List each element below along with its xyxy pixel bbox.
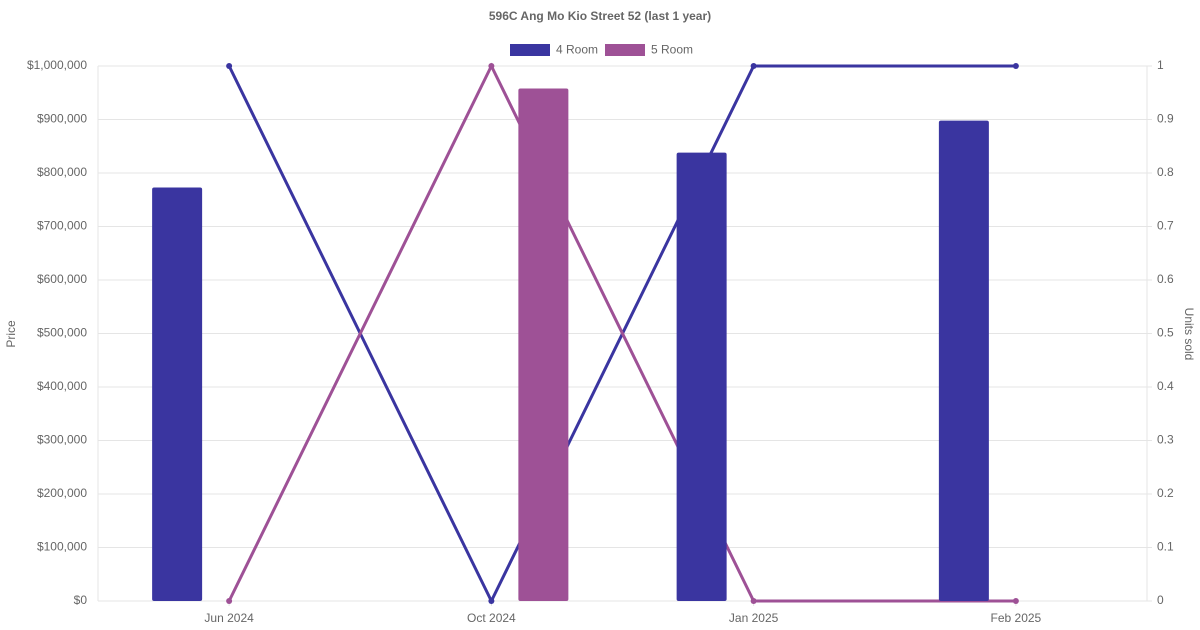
line-point <box>226 598 233 604</box>
x-tick-label: Oct 2024 <box>467 611 516 625</box>
line-point <box>1012 63 1019 69</box>
y2-tick-label: 0.6 <box>1157 272 1174 286</box>
line-point <box>226 63 233 69</box>
chart-title: 596C Ang Mo Kio Street 52 (last 1 year) <box>489 9 711 23</box>
y2-tick-label: 0.3 <box>1157 433 1174 447</box>
y-tick-label: $1,000,000 <box>27 58 87 72</box>
legend-swatch <box>510 44 550 56</box>
y2-tick-label: 0.4 <box>1157 379 1174 393</box>
y2-tick-label: 0.7 <box>1157 219 1174 233</box>
bar <box>152 187 203 601</box>
y2-tick-label: 0.2 <box>1157 486 1174 500</box>
y-tick-label: $700,000 <box>37 219 87 233</box>
legend-label: 5 Room <box>651 43 693 57</box>
y-tick-label: $900,000 <box>37 112 87 126</box>
legend-label: 4 Room <box>556 43 598 57</box>
line-point <box>750 63 757 69</box>
line-point <box>488 63 495 69</box>
y2-tick-label: 0.1 <box>1157 540 1174 554</box>
x-tick-label: Jan 2025 <box>729 611 779 625</box>
y-axis-title: Price <box>4 320 18 348</box>
y-tick-label: $200,000 <box>37 486 87 500</box>
bar <box>676 152 727 602</box>
y-tick-label: $0 <box>74 593 88 607</box>
y-tick-label: $300,000 <box>37 433 87 447</box>
line-point <box>750 598 757 604</box>
line-point <box>1012 598 1019 604</box>
y2-tick-label: 0.8 <box>1157 165 1174 179</box>
y-tick-label: $100,000 <box>37 540 87 554</box>
y2-tick-label: 0 <box>1157 593 1164 607</box>
y2-tick-label: 0.9 <box>1157 112 1174 126</box>
x-tick-label: Feb 2025 <box>991 611 1042 625</box>
y-tick-label: $500,000 <box>37 326 87 340</box>
x-tick-label: Jun 2024 <box>204 611 254 625</box>
bar <box>938 120 989 601</box>
bar <box>518 88 569 602</box>
y2-axis-title: Units sold <box>1182 308 1196 361</box>
y-tick-label: $600,000 <box>37 272 87 286</box>
line <box>227 62 1016 603</box>
y-tick-label: $400,000 <box>37 379 87 393</box>
line-point <box>488 598 495 604</box>
y2-tick-label: 0.5 <box>1157 326 1174 340</box>
y-tick-label: $800,000 <box>37 165 87 179</box>
legend-swatch <box>605 44 645 56</box>
y2-tick-label: 1 <box>1157 58 1164 72</box>
